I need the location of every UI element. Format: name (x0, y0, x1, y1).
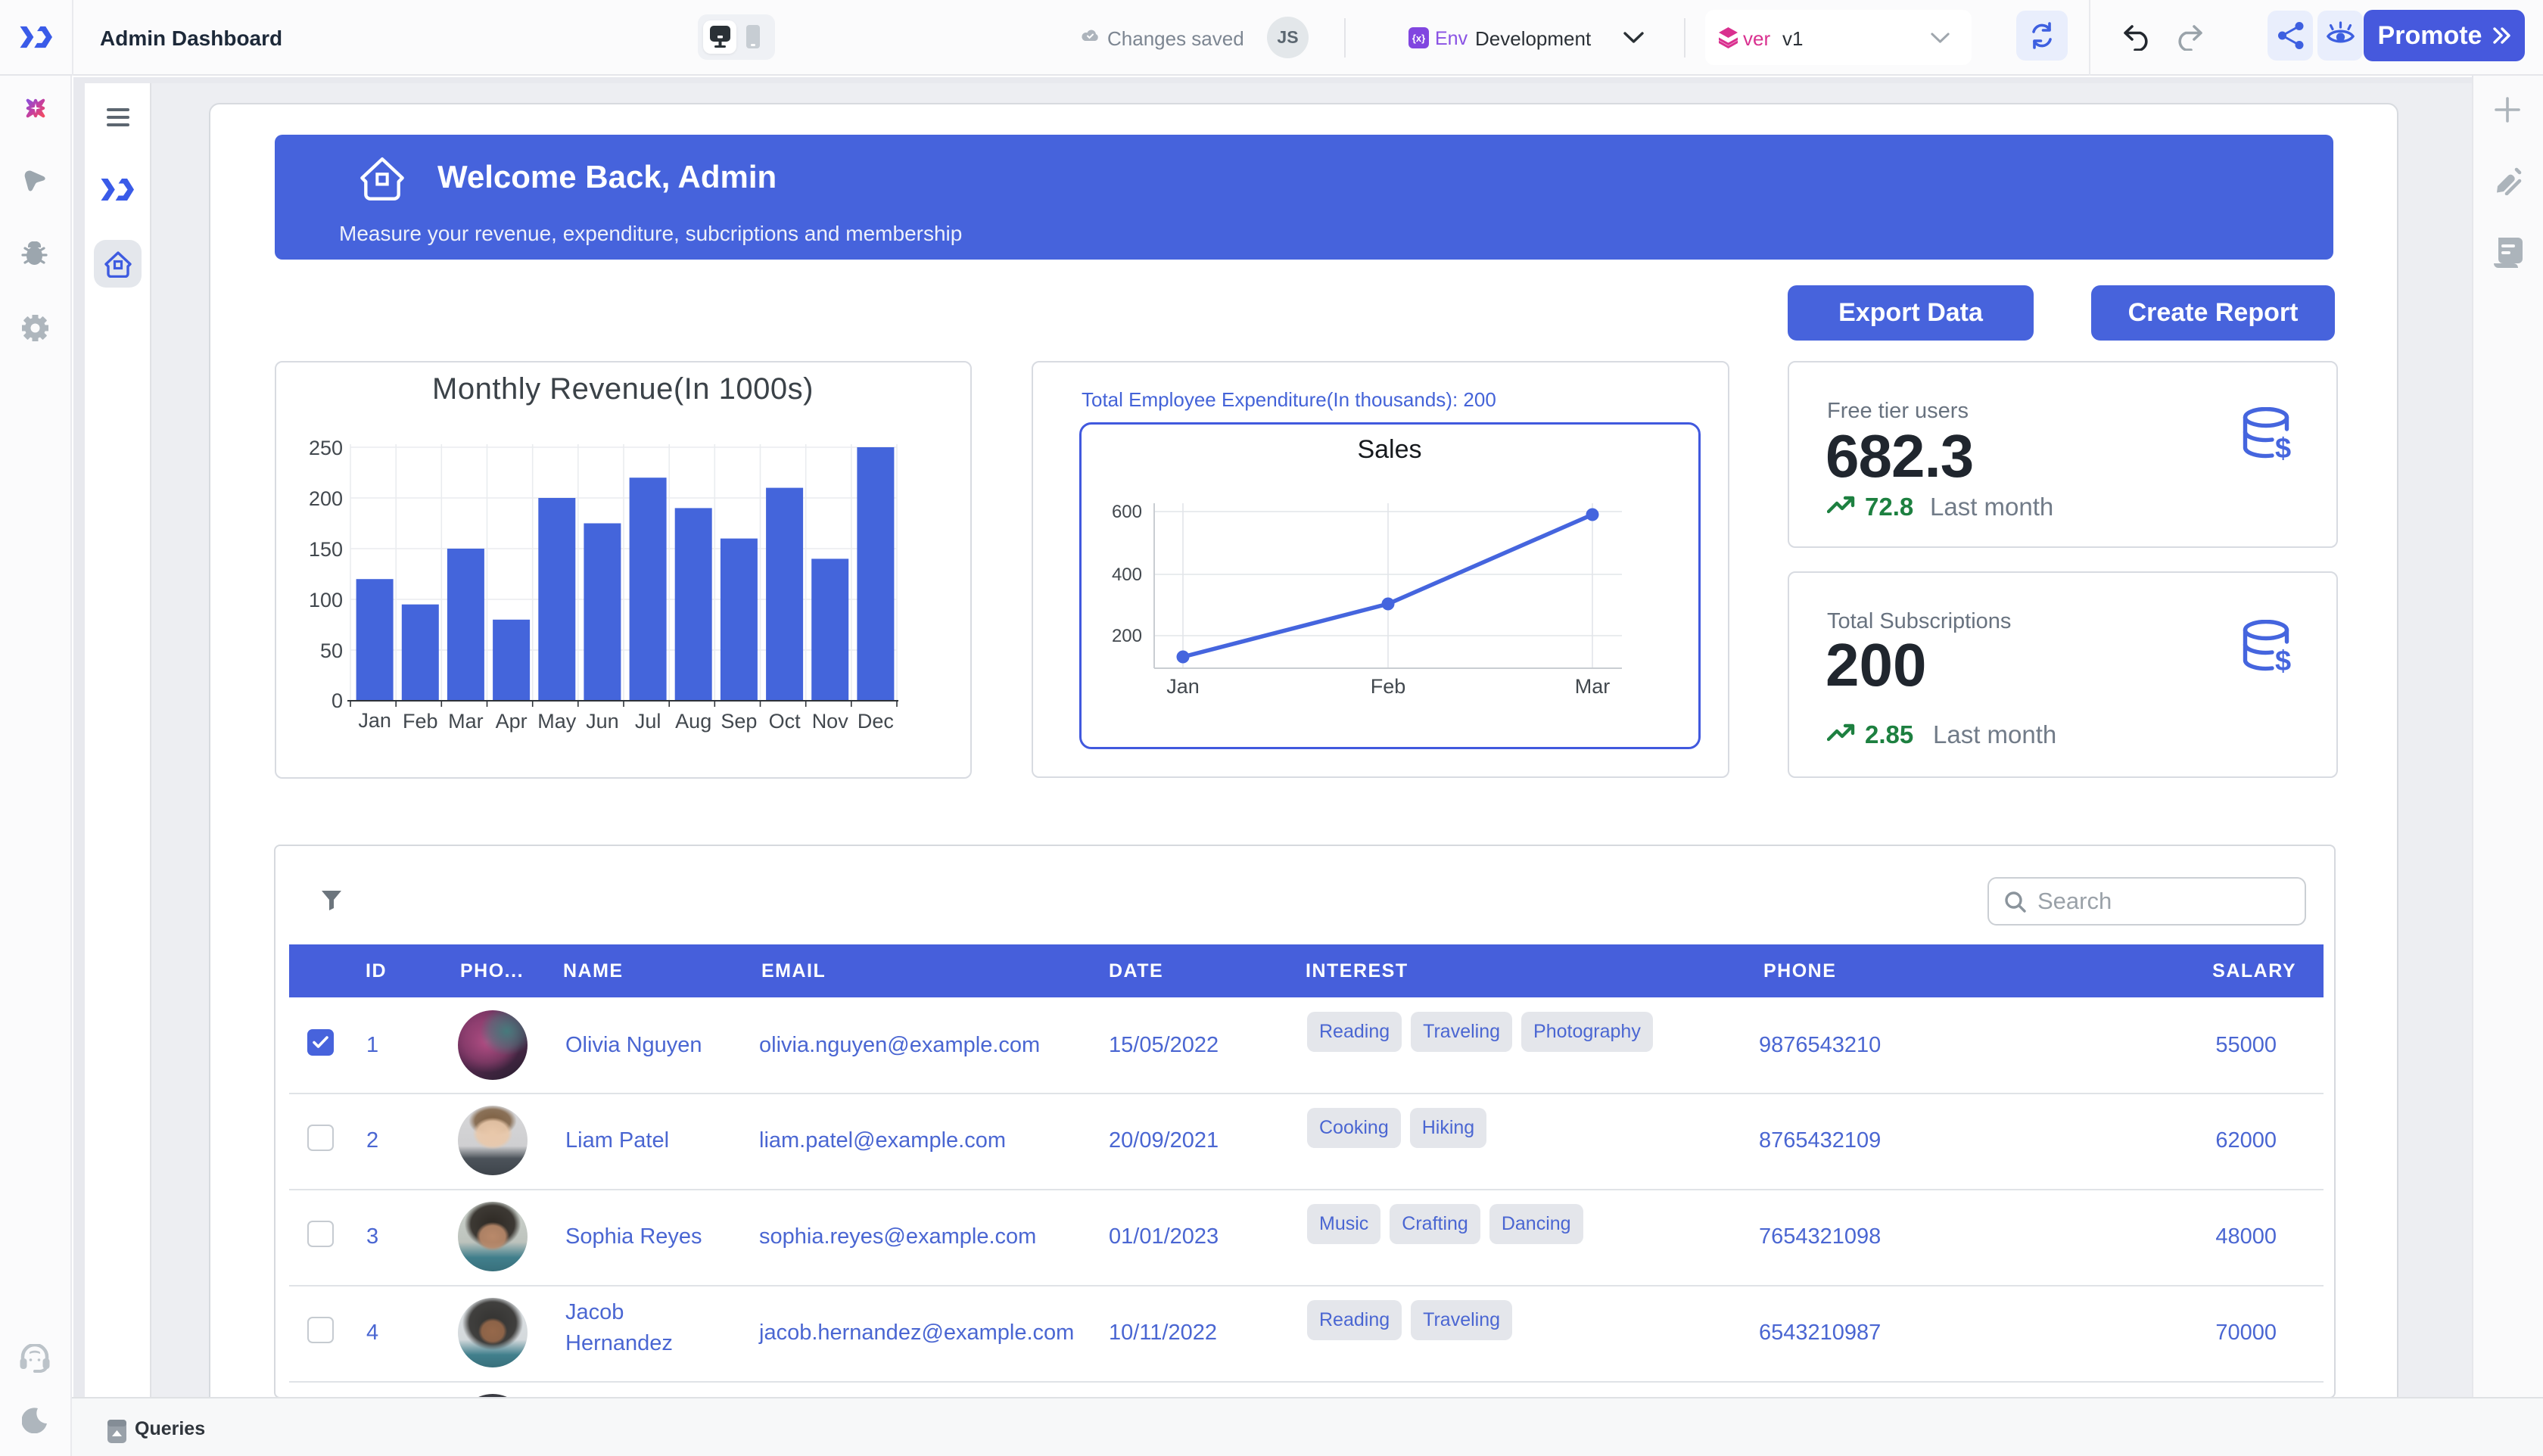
svg-text:May: May (537, 710, 577, 733)
svg-text:$: $ (2275, 433, 2291, 463)
svg-text:100: 100 (309, 589, 343, 611)
svg-text:Monthly Revenue(In 1000s): Monthly Revenue(In 1000s) (432, 372, 814, 406)
svg-text:250: 250 (309, 437, 343, 459)
svg-text:Jan: Jan (1166, 675, 1200, 698)
svg-text:Oct: Oct (769, 710, 801, 733)
svg-text:Sep: Sep (721, 710, 757, 733)
svg-text:Sales: Sales (1357, 435, 1421, 464)
svg-text:Apr: Apr (496, 710, 528, 733)
svg-text:600: 600 (1112, 502, 1142, 522)
svg-text:150: 150 (309, 538, 343, 561)
svg-text:Nov: Nov (812, 710, 849, 733)
svg-text:$: $ (2275, 646, 2291, 676)
svg-text:200: 200 (1112, 626, 1142, 646)
svg-text:Jan: Jan (358, 709, 391, 732)
svg-text:200: 200 (309, 487, 343, 510)
svg-text:0: 0 (331, 689, 343, 712)
svg-text:Mar: Mar (448, 710, 484, 733)
svg-text:Feb: Feb (1371, 675, 1406, 698)
svg-text:Feb: Feb (403, 710, 438, 733)
svg-text:Jun: Jun (586, 710, 619, 733)
svg-text:Jul: Jul (635, 710, 661, 733)
svg-text:400: 400 (1112, 565, 1142, 585)
svg-text:Dec: Dec (858, 710, 894, 733)
svg-text:Aug: Aug (675, 710, 711, 733)
svg-text:50: 50 (320, 639, 343, 662)
svg-text:Mar: Mar (1575, 675, 1611, 698)
